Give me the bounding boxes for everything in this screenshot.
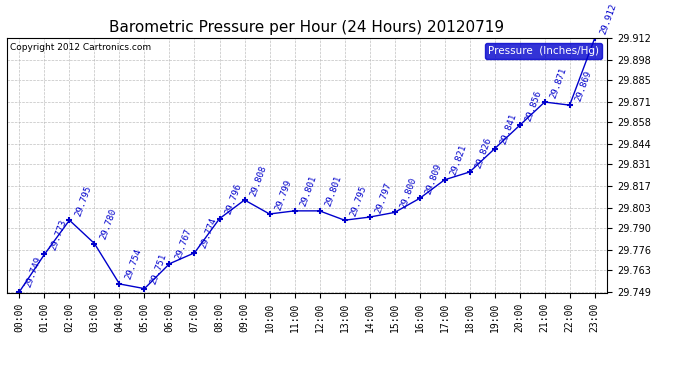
Text: 29.795: 29.795 (74, 184, 93, 218)
Pressure  (Inches/Hg) (40, 252, 48, 257)
Pressure  (Inches/Hg) (466, 170, 474, 174)
Text: 29.826: 29.826 (474, 136, 493, 169)
Pressure  (Inches/Hg) (190, 251, 199, 255)
Pressure  (Inches/Hg) (240, 198, 248, 202)
Pressure  (Inches/Hg) (340, 218, 348, 222)
Legend: Pressure  (Inches/Hg): Pressure (Inches/Hg) (485, 43, 602, 59)
Pressure  (Inches/Hg) (215, 216, 224, 221)
Pressure  (Inches/Hg) (166, 261, 174, 266)
Text: 29.754: 29.754 (124, 248, 143, 281)
Text: 29.871: 29.871 (549, 66, 569, 99)
Pressure  (Inches/Hg) (115, 282, 124, 286)
Pressure  (Inches/Hg) (266, 212, 274, 216)
Pressure  (Inches/Hg) (66, 218, 74, 222)
Pressure  (Inches/Hg) (290, 209, 299, 213)
Text: 29.780: 29.780 (99, 207, 118, 241)
Text: 29.821: 29.821 (448, 144, 469, 177)
Text: 29.774: 29.774 (199, 217, 218, 250)
Pressure  (Inches/Hg) (440, 177, 449, 182)
Text: 29.801: 29.801 (324, 175, 343, 208)
Text: 29.751: 29.751 (148, 252, 168, 286)
Text: 29.856: 29.856 (524, 89, 543, 123)
Pressure  (Inches/Hg) (540, 100, 549, 104)
Pressure  (Inches/Hg) (391, 210, 399, 214)
Pressure  (Inches/Hg) (90, 241, 99, 246)
Text: 29.912: 29.912 (599, 2, 618, 36)
Pressure  (Inches/Hg) (366, 215, 374, 219)
Pressure  (Inches/Hg) (515, 123, 524, 128)
Pressure  (Inches/Hg) (491, 146, 499, 151)
Text: 29.800: 29.800 (399, 176, 418, 210)
Text: 29.809: 29.809 (424, 162, 443, 196)
Text: 29.796: 29.796 (224, 183, 243, 216)
Text: Copyright 2012 Cartronics.com: Copyright 2012 Cartronics.com (10, 43, 151, 52)
Pressure  (Inches/Hg) (140, 286, 148, 291)
Title: Barometric Pressure per Hour (24 Hours) 20120719: Barometric Pressure per Hour (24 Hours) … (110, 20, 504, 35)
Text: 29.808: 29.808 (248, 164, 268, 197)
Text: 29.749: 29.749 (23, 255, 43, 289)
Text: 29.773: 29.773 (48, 218, 68, 252)
Text: 29.795: 29.795 (348, 184, 368, 218)
Pressure  (Inches/Hg) (315, 209, 324, 213)
Pressure  (Inches/Hg) (15, 290, 23, 294)
Pressure  (Inches/Hg) (415, 196, 424, 201)
Text: 29.801: 29.801 (299, 175, 318, 208)
Text: 29.797: 29.797 (374, 181, 393, 214)
Text: 29.767: 29.767 (174, 228, 193, 261)
Text: 29.841: 29.841 (499, 112, 518, 146)
Text: 29.869: 29.869 (574, 69, 593, 102)
Pressure  (Inches/Hg) (591, 36, 599, 40)
Text: 29.799: 29.799 (274, 178, 293, 211)
Line: Pressure  (Inches/Hg): Pressure (Inches/Hg) (16, 35, 598, 295)
Pressure  (Inches/Hg) (566, 103, 574, 107)
